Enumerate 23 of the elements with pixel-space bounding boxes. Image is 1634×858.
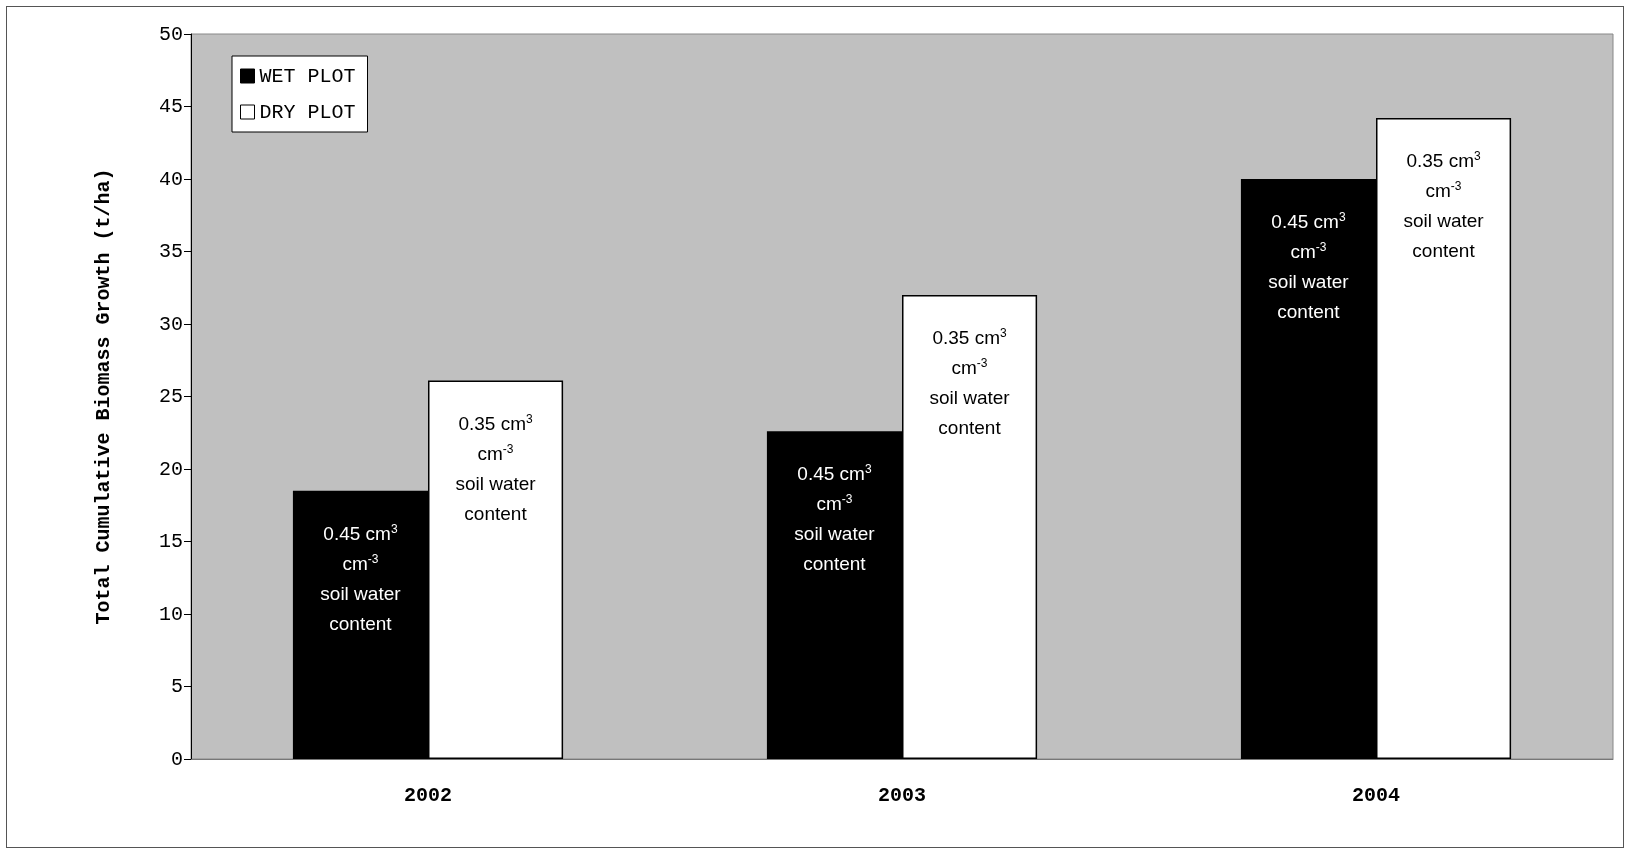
legend-label: DRY PLOT [259,100,356,124]
x-tick-label: 2002 [403,783,453,807]
text: 0.45 cm$^{3}$ cm$^{-3}$ soil water content [1268,209,1349,322]
legend-label: WET PLOT [259,64,356,88]
y-axis-title: Total Cumulative Biomass Growth (t/ha) [91,168,115,625]
y-tick-label: 30 [158,312,183,336]
text: 0.35 cm$^{3}$ cm$^{-3}$ soil water content [1403,148,1484,262]
y-tick-label: 40 [158,167,183,191]
x-tick-label: 2004 [1351,783,1401,807]
text: 0.35 cm$^{3}$ cm$^{-3}$ soil water content [455,411,536,524]
y-tick-label: 50 [158,22,183,46]
text: 0.45 cm$^{3}$ cm$^{-3}$ soil water content [794,461,875,575]
y-tick-label: 25 [158,385,183,408]
text: 0.45 cm$^{3}$ cm$^{-3}$ soil water content [320,521,401,634]
y-tick-label: 0 [170,747,183,771]
y-tick-label: 35 [158,240,183,263]
y-tick-label: 5 [170,675,183,698]
y-tick-label: 20 [158,457,183,481]
y-tick-label: 10 [158,602,183,626]
x-tick-label: 2003 [877,783,927,807]
y-tick-label: 45 [158,95,183,118]
y-tick-label: 15 [158,530,183,553]
text: 0.35 cm$^{3}$ cm$^{-3}$ soil water content [929,325,1010,438]
